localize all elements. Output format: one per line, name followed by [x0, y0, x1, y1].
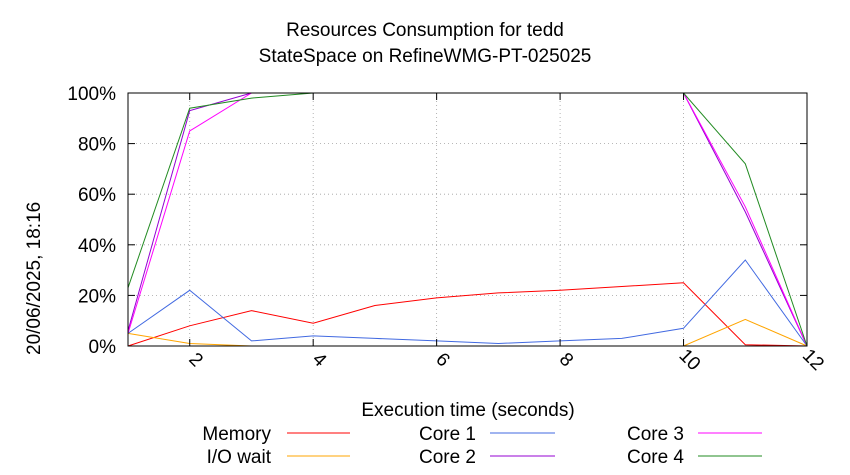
- legend-label-memory: Memory: [202, 424, 271, 445]
- timestamp-label: 20/06/2025, 18:16: [24, 201, 45, 355]
- series-line-core-2: [127, 92, 808, 347]
- x-tick-label: 2: [184, 349, 206, 371]
- plot-frame: [127, 92, 808, 347]
- y-tick-label: 40%: [78, 236, 116, 257]
- chart-title-line-2: StateSpace on RefineWMG-PT-025025: [258, 46, 592, 67]
- legend-label-core-1: Core 1: [419, 424, 476, 445]
- legend-label-core-3: Core 3: [627, 424, 684, 445]
- y-tick-label: 60%: [78, 185, 116, 206]
- tick-marks: [128, 92, 808, 347]
- series-line-memory: [127, 282, 808, 347]
- legend-label-core-2: Core 2: [419, 447, 476, 468]
- y-tick-label: 100%: [67, 84, 116, 105]
- y-tick-label: 0%: [89, 337, 117, 358]
- legend-label-core-4: Core 4: [627, 447, 684, 468]
- series-line-core-1: [127, 259, 808, 347]
- x-tick-label: 12: [798, 345, 828, 375]
- chart-title-line-1: Resources Consumption for tedd: [286, 20, 564, 41]
- x-axis-label: Execution time (seconds): [361, 400, 575, 421]
- x-tick-label: 4: [308, 349, 331, 372]
- x-tick-label: 6: [431, 349, 453, 371]
- y-tick-label: 20%: [78, 286, 116, 307]
- series-line-core-4: [127, 92, 808, 347]
- series-line-core-3: [127, 92, 808, 347]
- y-tick-labels: 0% 20% 40% 60% 80% 100%: [67, 84, 116, 358]
- x-tick-labels: 2 4 6 8 10 12: [184, 345, 827, 375]
- grid-lines: [128, 93, 807, 346]
- x-tick-label: 8: [555, 349, 577, 371]
- x-tick-label: 10: [675, 345, 705, 375]
- series-lines: [127, 92, 808, 347]
- y-tick-label: 80%: [78, 135, 116, 156]
- legend-label-i-o-wait: I/O wait: [207, 447, 272, 468]
